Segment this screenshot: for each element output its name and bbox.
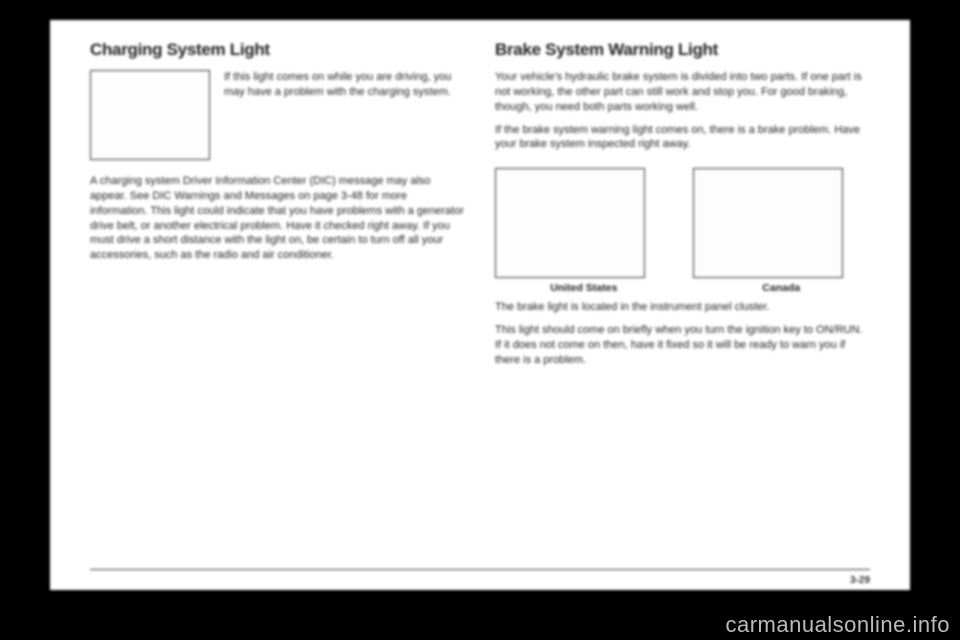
brake-p2: If the brake system warning light comes … <box>495 123 870 153</box>
charging-side-text: If this light comes on while you are dri… <box>224 70 465 100</box>
watermark-text: carmanualsonline.info <box>725 612 950 638</box>
figure-with-side-text: If this light comes on while you are dri… <box>90 70 465 160</box>
footer-rule <box>90 569 870 570</box>
brake-figure-us <box>495 168 645 278</box>
charging-light-figure <box>90 70 210 160</box>
brake-figure-ca-unit: Canada <box>693 168 871 294</box>
two-column-layout: Charging System Light If this light come… <box>90 40 870 560</box>
charging-body-text: A charging system Driver Information Cen… <box>90 174 465 263</box>
brake-figure-ca <box>693 168 843 278</box>
manual-page: Charging System Light If this light come… <box>50 20 910 590</box>
caption-us: United States <box>495 282 673 294</box>
brake-p1: Your vehicle's hydraulic brake system is… <box>495 70 870 115</box>
page-number: 3-29 <box>850 575 870 586</box>
right-heading: Brake System Warning Light <box>495 40 870 60</box>
brake-p3: The brake light is located in the instru… <box>495 300 870 315</box>
caption-ca: Canada <box>693 282 871 294</box>
left-column: Charging System Light If this light come… <box>90 40 465 560</box>
brake-p4: This light should come on briefly when y… <box>495 323 870 368</box>
brake-figure-us-unit: United States <box>495 168 673 294</box>
left-heading: Charging System Light <box>90 40 465 60</box>
right-column: Brake System Warning Light Your vehicle'… <box>495 40 870 560</box>
content-area: Charging System Light If this light come… <box>90 40 870 560</box>
brake-figure-pair: United States Canada <box>495 168 870 294</box>
